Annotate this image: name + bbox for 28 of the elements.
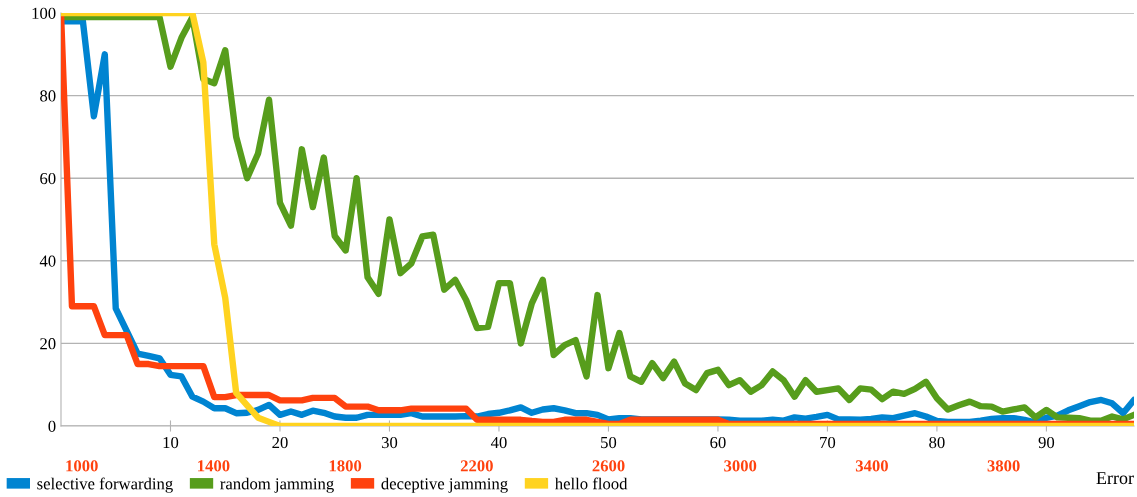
x-tick-label: 40 [490,436,507,449]
x-tick-label: 70 [820,436,836,449]
x2-tick-label: 3800 [987,460,1020,472]
y-tick-label: 100 [32,7,56,19]
x-tick-label: 30 [381,436,398,449]
x2-tick-label: 2200 [460,460,493,472]
x2-tick-label: 1800 [329,460,362,472]
x2-tick-label: 3000 [724,460,757,472]
legend-label: random jamming [220,477,334,493]
x-axis-title: Error [1096,472,1134,485]
legend-label: deceptive jamming [381,477,508,493]
x2-tick-label: 2600 [592,460,625,472]
x2-tick-label: 3400 [855,460,888,472]
x-tick-label: 50 [601,436,617,449]
y-tick-label: 0 [48,420,56,432]
legend-label: hello flood [554,477,628,490]
x-tick-label: 60 [710,436,726,449]
legend-label: selective forwarding [37,477,173,493]
x-tick-label: 10 [163,436,179,449]
y-tick-label: 20 [40,338,56,350]
x-tick-label: 80 [929,436,945,449]
x-tick-label: 90 [1038,436,1055,449]
x2-tick-label: 1000 [66,460,98,472]
y-tick-label: 60 [40,172,56,185]
y-tick-label: 40 [39,255,56,267]
y-tick-label: 80 [40,90,56,102]
x2-tick-label: 1400 [198,460,230,472]
x-tick-label: 20 [272,436,288,449]
